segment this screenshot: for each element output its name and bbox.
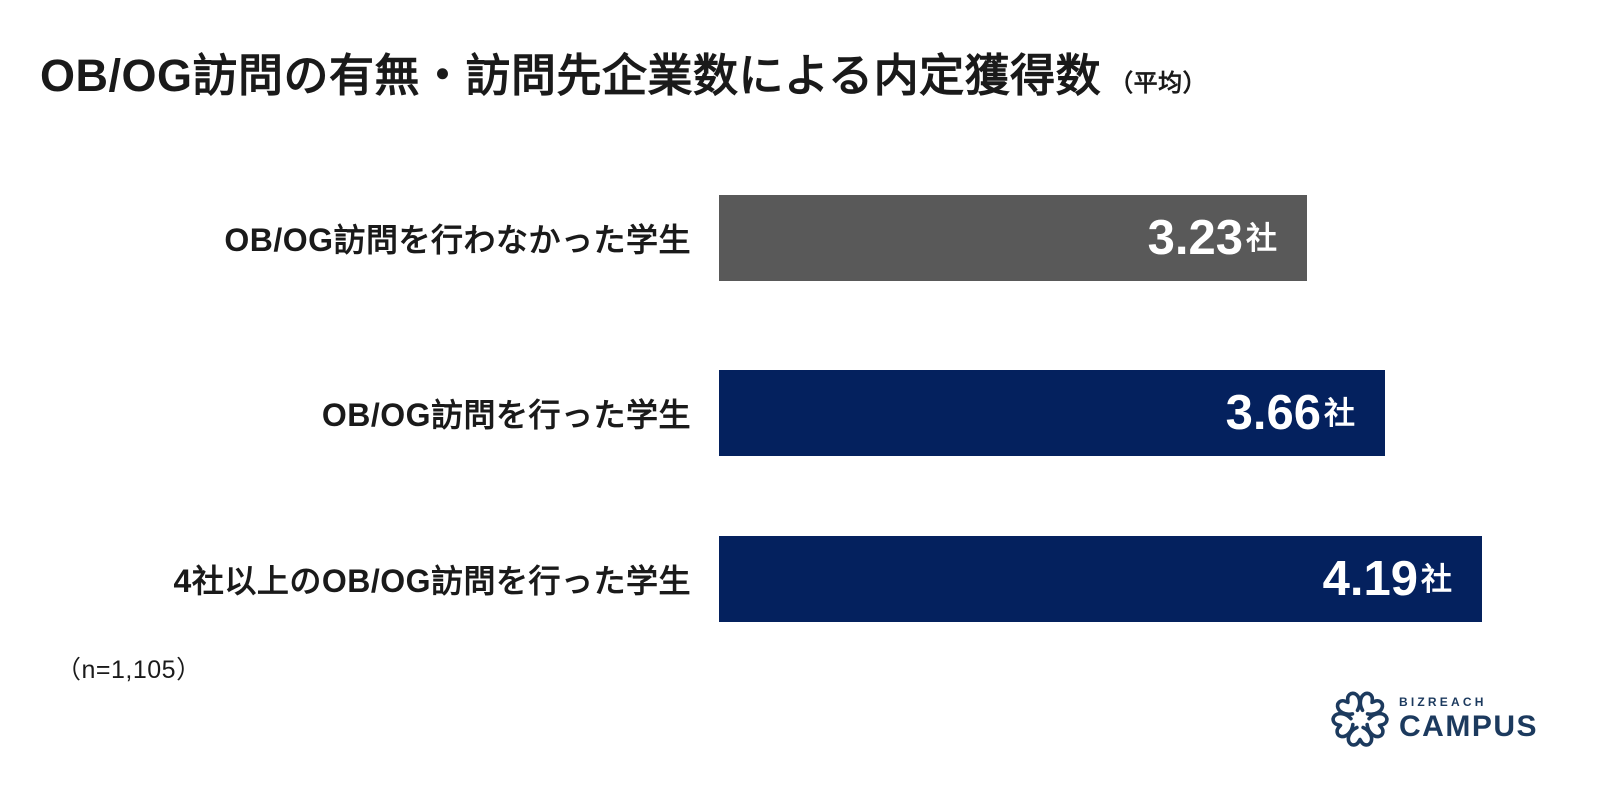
- chart-title-main: OB/OG訪問の有無・訪問先企業数による内定獲得数: [40, 50, 1102, 101]
- bar-visited-4plus: 4.19 社: [719, 536, 1482, 622]
- sakura-flower-icon: [1331, 691, 1389, 747]
- chart-row: 4社以上のOB/OG訪問を行った学生 4.19 社: [0, 536, 1600, 622]
- bar-value: 3.23: [1147, 210, 1243, 265]
- chart-title-suffix: （平均）: [1109, 70, 1208, 97]
- logo-wordmark: BIZREACH CAMPUS: [1399, 696, 1538, 742]
- bar-unit: 社: [1324, 395, 1355, 431]
- category-label: 4社以上のOB/OG訪問を行った学生: [173, 563, 691, 599]
- chart-row: OB/OG訪問を行わなかった学生 3.23 社: [0, 195, 1600, 281]
- bar-value: 3.66: [1225, 385, 1321, 440]
- chart-row: OB/OG訪問を行った学生 3.66 社: [0, 370, 1600, 456]
- chart-title: OB/OG訪問の有無・訪問先企業数による内定獲得数 （平均）: [40, 50, 1207, 102]
- bar-unit: 社: [1246, 220, 1277, 256]
- bar-unit: 社: [1421, 561, 1452, 597]
- logo-brand-bottom: CAMPUS: [1399, 710, 1539, 743]
- bar-no-visit: 3.23 社: [719, 195, 1307, 281]
- logo-brand-top: BIZREACH: [1399, 695, 1487, 709]
- bar-visited: 3.66 社: [719, 370, 1385, 456]
- category-label: OB/OG訪問を行った学生: [321, 397, 691, 433]
- sample-size-note: （n=1,105）: [56, 656, 202, 684]
- category-label: OB/OG訪問を行わなかった学生: [224, 222, 691, 258]
- bar-value: 4.19: [1322, 551, 1418, 606]
- bizreach-campus-logo: BIZREACH CAMPUS: [1328, 688, 1538, 750]
